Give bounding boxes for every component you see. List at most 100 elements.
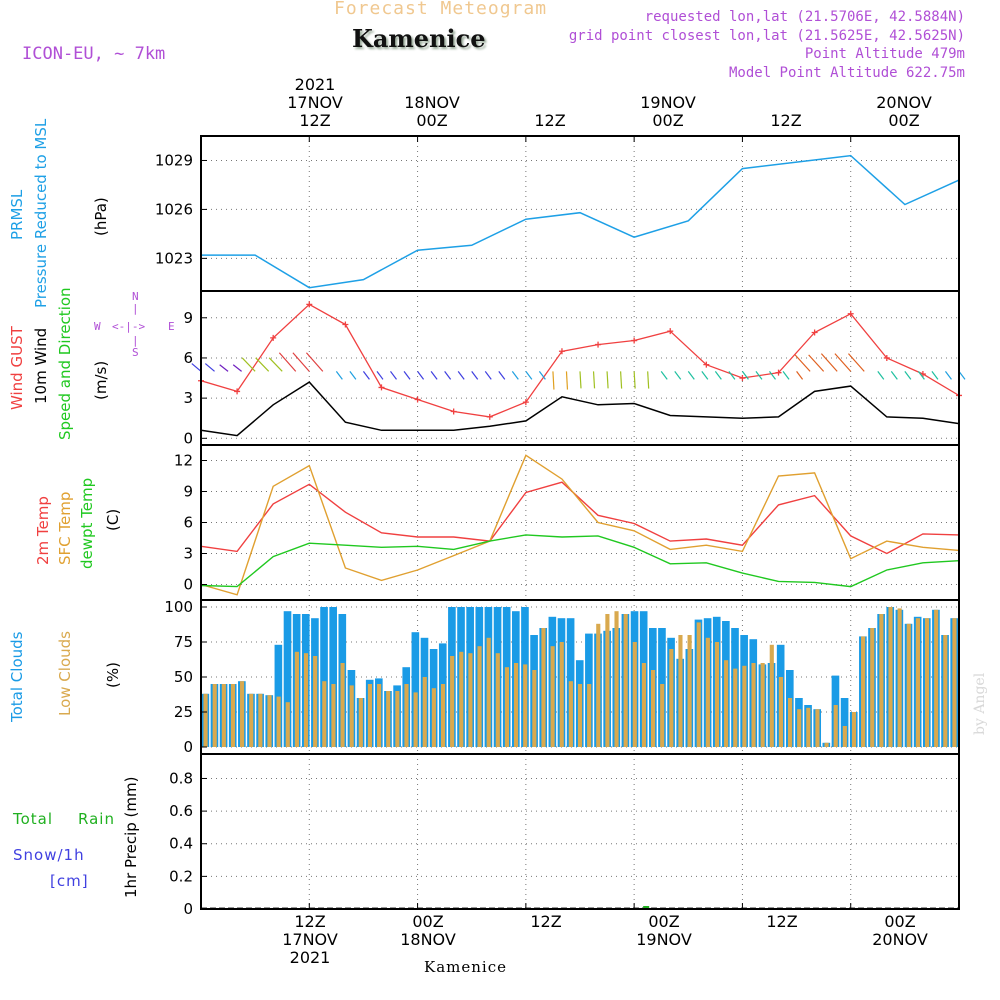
gust-marker	[883, 354, 890, 361]
low-cloud-bar	[824, 742, 829, 747]
wind-arrow	[794, 354, 811, 372]
total-cloud-bar	[840, 698, 849, 747]
low-cloud-bar	[952, 618, 957, 747]
dewpt-line	[200, 534, 960, 588]
low-cloud-bar	[733, 668, 738, 747]
gust-line	[200, 303, 960, 418]
low-cloud-bar	[714, 642, 720, 747]
top-label-5: 20NOV 00Z	[876, 93, 932, 130]
low-cloud-bar	[568, 681, 573, 747]
gust-marker	[811, 329, 818, 336]
wind-arrow	[241, 357, 256, 372]
wind-arrow	[848, 353, 865, 372]
compass-h-line: <-|->	[112, 320, 146, 333]
wind-arrow	[606, 371, 609, 389]
y-tick-label: 0.2	[169, 867, 193, 885]
low-cloud-bar	[276, 696, 281, 747]
pressure-line	[201, 154, 960, 289]
low-cloud-bar	[294, 651, 299, 747]
low-cloud-bar	[851, 712, 857, 747]
wind-arrow	[769, 370, 776, 380]
bottom-label-0: 12Z 17NOV 2021	[282, 912, 338, 967]
precip-snow-unit: [cm]	[50, 872, 89, 890]
low-cloud-bar	[751, 663, 756, 747]
low-cloud-bar	[422, 677, 427, 747]
gust-marker	[234, 388, 241, 395]
gust-marker	[631, 337, 638, 344]
bottom-label-4: 12Z	[766, 912, 798, 931]
low-cloud-bar	[303, 653, 309, 747]
wind-arrow	[890, 370, 898, 380]
precip-rain-label: Rain	[78, 810, 115, 828]
compass-v-top: |	[132, 302, 139, 315]
wind-arrow	[484, 370, 492, 380]
low-cloud-bar	[660, 684, 665, 747]
low-cloud-bar	[258, 693, 263, 747]
low-cloud-bar	[212, 684, 217, 747]
y-tick-label: 100	[164, 598, 193, 616]
wind-arrow	[687, 370, 695, 380]
wind-line	[200, 381, 960, 437]
wind-arrow	[592, 371, 596, 389]
grid-layer	[201, 136, 959, 910]
gust-marker	[342, 321, 349, 328]
low-cloud-bar	[367, 684, 373, 747]
low-cloud-bar	[541, 628, 546, 747]
y-tick-label: 6	[183, 349, 193, 367]
y-tick-label: 0.6	[169, 802, 193, 820]
wind-arrow	[674, 370, 682, 380]
panel-frame	[200, 753, 960, 910]
top-label-2: 12Z	[534, 111, 566, 130]
low-cloud-bar	[897, 608, 902, 747]
low-cloud-bar	[687, 635, 692, 747]
low-cloud-bar	[605, 614, 610, 747]
low-cloud-bar	[249, 693, 254, 747]
low-cloud-bar	[386, 691, 391, 747]
low-cloud-bar	[322, 681, 327, 747]
model-label: ICON-EU, ~ 7km	[22, 44, 166, 64]
wind-arrow	[232, 364, 242, 372]
grid-point-coords: grid point closest lon,lat (21.5625E, 42…	[568, 28, 965, 44]
wind-arrow	[498, 370, 506, 380]
gust-marker	[667, 328, 674, 335]
wind-arrow	[660, 370, 668, 380]
wind-arrow	[714, 370, 722, 380]
y-tick-label: 1023	[155, 249, 193, 267]
gust-marker	[739, 375, 746, 382]
low-cloud-bar	[906, 623, 911, 747]
low-cloud-bar	[650, 670, 656, 747]
low-cloud-bar	[587, 684, 592, 747]
footer-location: Kamenice	[424, 958, 507, 976]
wind-arrow	[376, 370, 384, 380]
location-title: Kamenice	[352, 24, 486, 53]
gust-marker	[306, 301, 313, 308]
low-cloud-bar	[550, 646, 555, 747]
y-tick-label: 50	[174, 668, 193, 686]
low-cloud-bar	[934, 609, 939, 747]
panel-frame	[200, 290, 960, 446]
y-tick-label: 0.4	[169, 835, 193, 853]
panel-frame	[200, 444, 960, 601]
frame-layer: 1023 1026 1029 0 3 6 9 0 3 6 9 12 0 25 50 75 100 0 0.2 0.4 0…	[155, 135, 960, 918]
low-cloud-bar	[377, 684, 382, 747]
y-tick-label: 9	[183, 483, 193, 501]
wind-arrow	[820, 353, 838, 372]
wind-arrow	[305, 352, 324, 372]
low-cloud-bar	[486, 637, 491, 747]
top-label-3: 19NOV 00Z	[640, 93, 696, 130]
low-cloud-bar	[596, 623, 601, 747]
low-cloud-bar	[221, 684, 226, 747]
low-cloud-bar	[623, 614, 628, 747]
low-cloud-bar	[879, 614, 884, 747]
low-cloud-bar	[395, 691, 400, 747]
y-tick-label: 1029	[155, 151, 193, 169]
y-tick-label: 0.8	[169, 769, 193, 787]
low-cloud-bar	[614, 611, 619, 747]
wind-arrow	[471, 370, 479, 380]
low-cloud-bar	[532, 670, 537, 747]
wind-arrow	[403, 370, 411, 380]
wind-arrow	[620, 371, 623, 389]
wind-arrow	[204, 363, 215, 372]
low-cloud-bar	[833, 705, 838, 747]
y-tick-label: 0	[183, 576, 193, 594]
